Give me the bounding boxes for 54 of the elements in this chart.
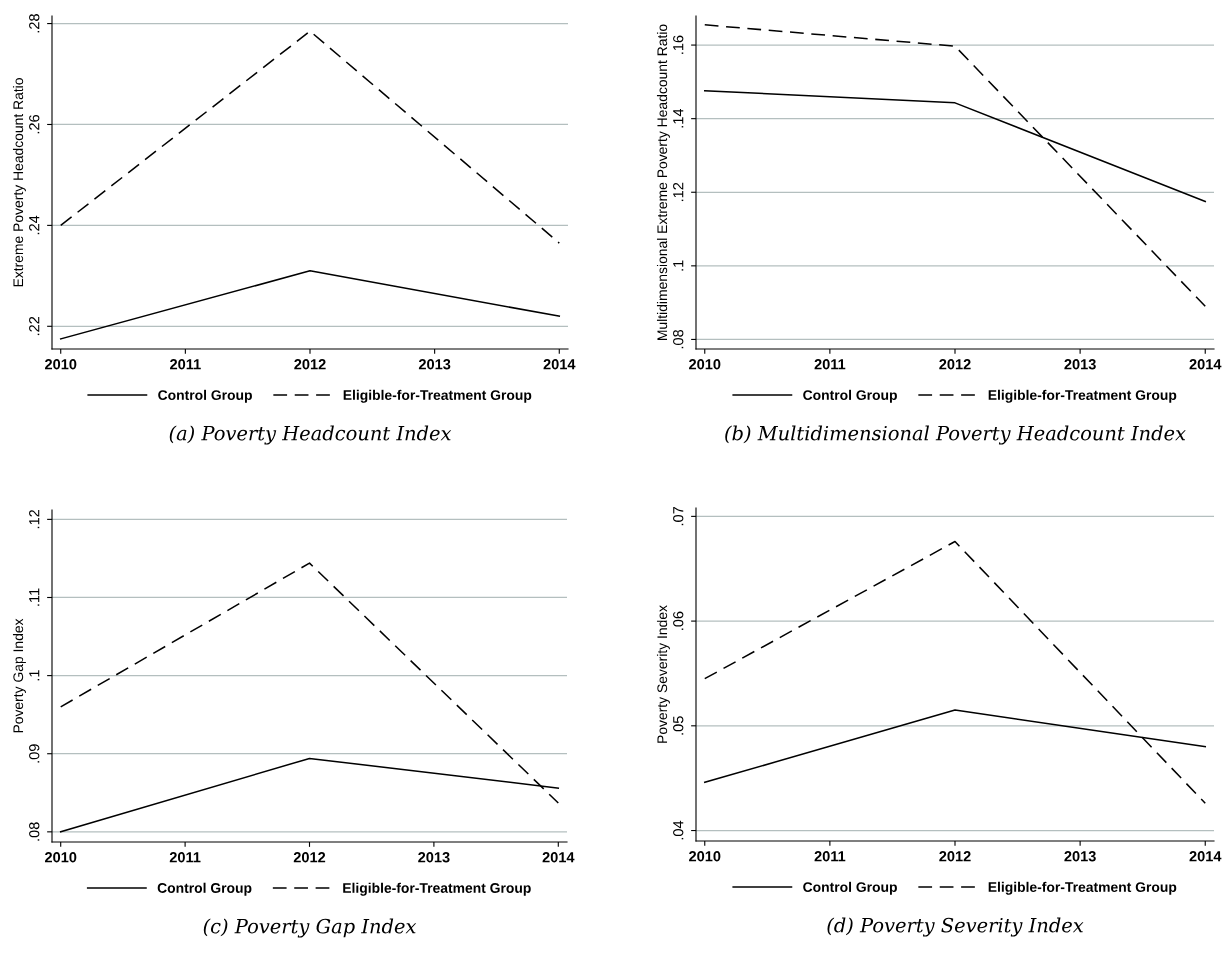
x-tick-label: 2014 — [1189, 359, 1222, 370]
x-tick-label: 2012 — [939, 359, 971, 370]
y-tick-label: .07 — [673, 506, 684, 526]
y-tick-label: .06 — [673, 611, 684, 630]
x-tick-label: 2010 — [44, 852, 77, 863]
legend-label: Eligible-for-Treatment Group — [988, 881, 1177, 895]
x-tick-label: 2010 — [689, 851, 721, 862]
text: (b) Multidimensional Poverty Headcount Index — [725, 425, 1186, 445]
x-tick-label: 2011 — [169, 852, 201, 863]
legend-label: Eligible-for-Treatment Group — [988, 389, 1177, 403]
y-tick-label: .08 — [29, 822, 40, 841]
y-tick-label: .16 — [673, 35, 684, 54]
y-tick-label: .22 — [29, 316, 40, 336]
text: (a) Poverty Headcount Index — [169, 425, 452, 445]
y-tick-label: .1 — [673, 260, 684, 271]
legend-label: Control Group — [157, 882, 252, 896]
legend-label: Control Group — [158, 389, 252, 403]
x-tick-label: 2012 — [294, 359, 326, 370]
text: (d) Poverty Severity Index — [827, 917, 1084, 937]
x-tick-label: 2014 — [543, 359, 576, 370]
y-tick-label: .11 — [29, 588, 40, 606]
y-axis-title: Multidimensional Extreme Poverty Headcount Ratio — [656, 24, 670, 340]
y-tick-label: .12 — [29, 509, 40, 529]
legend-label: Eligible-for-Treatment Group — [343, 882, 531, 896]
y-tick-label: .24 — [29, 215, 40, 235]
x-tick-label: 2011 — [814, 851, 846, 862]
y-axis-title: Extreme Poverty Headcount Ratio — [12, 78, 26, 287]
legend-label: Control Group — [803, 389, 897, 403]
y-tick-label: .26 — [29, 114, 40, 134]
y-tick-label: .05 — [673, 716, 684, 735]
x-tick-label: 2010 — [689, 359, 721, 370]
text: (c) Poverty Gap Index — [203, 918, 417, 938]
x-tick-label: 2013 — [1064, 851, 1096, 862]
x-tick-label: 2013 — [418, 852, 450, 863]
legend-label: Control Group — [803, 881, 897, 895]
y-tick-label: .1 — [29, 670, 40, 681]
x-tick-label: 2014 — [1189, 851, 1222, 862]
x-tick-label: 2011 — [170, 359, 201, 370]
legend-label: Eligible-for-Treatment Group — [343, 389, 532, 403]
y-axis-title: Poverty Gap Index — [12, 618, 26, 733]
y-tick-label: .28 — [29, 14, 40, 33]
x-tick-label: 2013 — [418, 359, 451, 370]
y-tick-label: .12 — [673, 182, 684, 202]
y-tick-label: .14 — [673, 108, 684, 128]
y-tick-label: .09 — [29, 744, 40, 763]
x-tick-label: 2010 — [45, 359, 77, 370]
y-axis-title: Poverty Severity Index — [656, 605, 670, 743]
x-tick-label: 2013 — [1064, 359, 1096, 370]
x-tick-label: 2012 — [293, 852, 326, 863]
y-tick-label: .04 — [673, 820, 684, 840]
y-tick-label: .08 — [673, 329, 684, 349]
x-tick-label: 2012 — [939, 851, 971, 862]
x-tick-label: 2014 — [542, 852, 575, 863]
x-tick-label: 2011 — [814, 359, 846, 370]
